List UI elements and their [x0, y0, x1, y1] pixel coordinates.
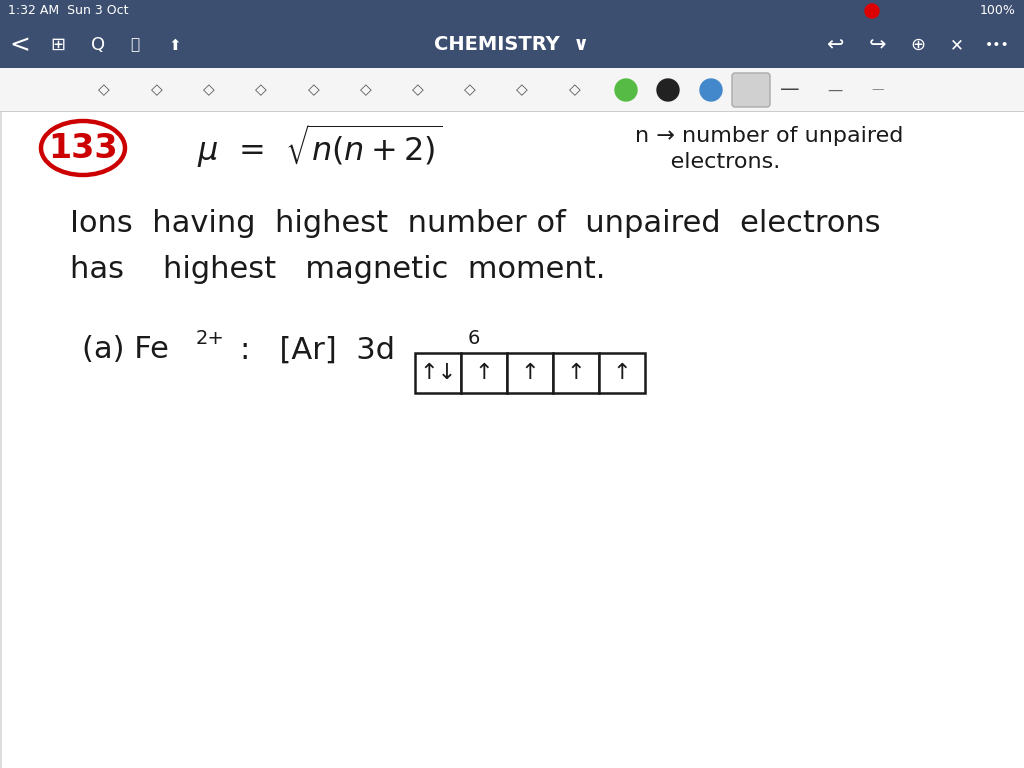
Text: ◇: ◇ [569, 82, 581, 98]
Text: (a) Fe: (a) Fe [82, 336, 169, 365]
Text: 1:32 AM  Sun 3 Oct: 1:32 AM Sun 3 Oct [8, 5, 128, 18]
Text: ⊞: ⊞ [50, 36, 66, 54]
Text: ↩: ↩ [826, 35, 844, 55]
Circle shape [657, 79, 679, 101]
Text: ↑: ↑ [612, 363, 632, 383]
Text: ◇: ◇ [360, 82, 372, 98]
Bar [507, 353, 553, 393]
Text: ◇: ◇ [203, 82, 215, 98]
Text: ↑: ↑ [520, 363, 540, 383]
Bar [553, 353, 599, 393]
Bar [0, 22, 1024, 68]
Bar [599, 353, 645, 393]
Text: :   [Ar]  3d: : [Ar] 3d [240, 336, 395, 365]
Bar [461, 353, 507, 393]
Text: •••: ••• [985, 38, 1010, 52]
Text: CHEMISTRY  ∨: CHEMISTRY ∨ [434, 35, 590, 55]
Text: Q: Q [91, 36, 105, 54]
Text: ◇: ◇ [412, 82, 424, 98]
Bar [0, 68, 1024, 112]
Text: ◇: ◇ [516, 82, 528, 98]
Text: ↑: ↑ [475, 363, 494, 383]
Text: —: — [780, 81, 800, 100]
Text: 🔖: 🔖 [130, 38, 139, 52]
FancyBboxPatch shape [732, 73, 770, 107]
Text: Ions  having  highest  number of  unpaired  electrons: Ions having highest number of unpaired e… [70, 208, 881, 237]
Text: 2+: 2+ [196, 329, 225, 347]
Text: ◇: ◇ [308, 82, 319, 98]
Text: ◇: ◇ [152, 82, 163, 98]
Ellipse shape [41, 121, 125, 175]
Text: ◇: ◇ [98, 82, 110, 98]
Text: ↑: ↑ [566, 363, 586, 383]
Text: 6: 6 [468, 329, 480, 347]
Text: ⬆: ⬆ [169, 38, 181, 52]
Bar [0, 112, 1024, 768]
Text: electrons.: electrons. [635, 152, 780, 172]
Text: —: — [827, 82, 843, 98]
Text: has    highest   magnetic  moment.: has highest magnetic moment. [70, 256, 605, 284]
Text: 133: 133 [48, 131, 118, 164]
Text: ◇: ◇ [464, 82, 476, 98]
Text: 100%: 100% [980, 5, 1016, 18]
Text: ⊕: ⊕ [910, 36, 926, 54]
Text: <: < [9, 33, 31, 57]
Circle shape [700, 79, 722, 101]
Bar [415, 353, 461, 393]
Text: ◇: ◇ [255, 82, 267, 98]
Circle shape [615, 79, 637, 101]
Text: ↑↓: ↑↓ [420, 363, 457, 383]
Circle shape [865, 4, 879, 18]
Text: ✕: ✕ [950, 36, 964, 54]
Text: n → number of unpaired: n → number of unpaired [635, 126, 903, 146]
Bar [0, 111, 1024, 112]
Text: ↪: ↪ [869, 35, 887, 55]
Bar [0, 112, 2, 768]
Bar [0, 0, 1024, 22]
Text: —: — [871, 84, 885, 97]
Text: $\mu$  =  $\sqrt{\mathit{n}(\mathit{n}+2)}$: $\mu$ = $\sqrt{\mathit{n}(\mathit{n}+2)}… [198, 122, 442, 170]
